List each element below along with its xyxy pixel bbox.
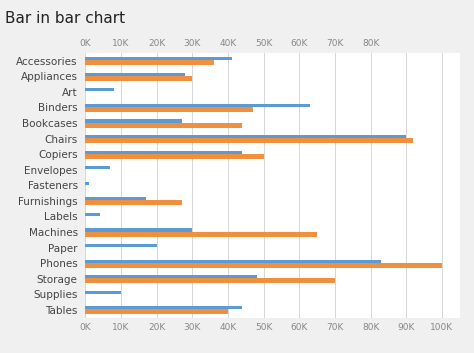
Bar xyxy=(85,278,335,283)
Bar xyxy=(85,201,182,205)
Bar xyxy=(85,263,442,268)
Bar xyxy=(85,291,121,294)
Bar xyxy=(85,310,228,315)
Bar xyxy=(85,154,264,159)
Bar xyxy=(85,232,317,237)
Bar xyxy=(85,244,156,247)
Bar xyxy=(85,104,310,107)
Bar xyxy=(85,88,114,91)
Bar xyxy=(85,119,182,122)
Bar xyxy=(85,73,185,76)
Bar xyxy=(85,182,89,185)
Bar xyxy=(85,228,192,232)
Bar xyxy=(85,76,192,81)
Bar xyxy=(85,259,381,263)
Bar xyxy=(85,151,242,154)
Bar xyxy=(85,107,253,112)
Bar xyxy=(85,135,406,138)
Bar xyxy=(85,60,214,65)
Bar xyxy=(85,213,100,216)
Bar xyxy=(85,166,110,169)
Bar xyxy=(85,306,242,310)
Text: Bar in bar chart: Bar in bar chart xyxy=(5,11,125,25)
Bar xyxy=(85,197,146,201)
Bar xyxy=(85,275,256,278)
Bar xyxy=(85,57,231,60)
Bar xyxy=(85,122,242,127)
Bar xyxy=(85,138,413,143)
